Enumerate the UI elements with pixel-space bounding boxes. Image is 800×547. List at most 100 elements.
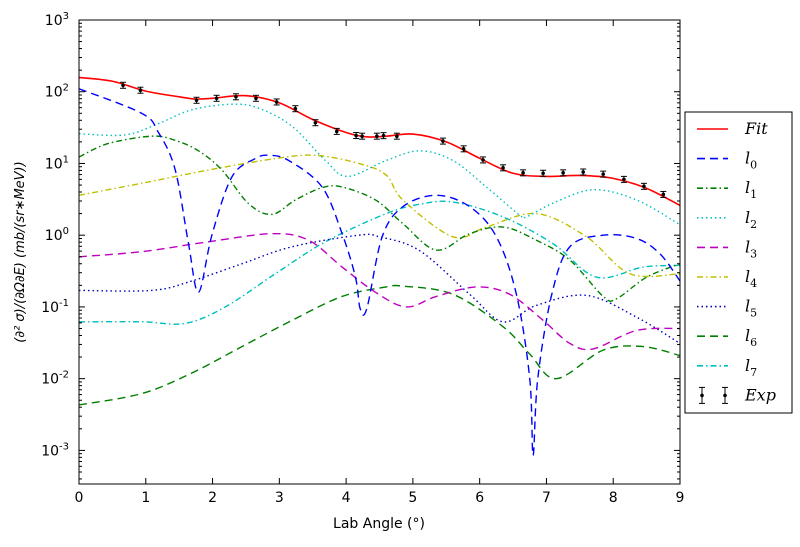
legend-label: l3	[745, 237, 757, 260]
legend-label: l7	[745, 356, 757, 379]
x-tick-label: 4	[342, 490, 351, 506]
y-tick-base: 10	[41, 300, 59, 316]
legend-label-name: Fit	[744, 119, 768, 138]
x-tick-label: 1	[141, 490, 150, 506]
exp-point	[312, 119, 319, 127]
exp-point	[660, 190, 667, 198]
legend-label-subscript: 4	[750, 277, 757, 290]
y-tick-base: 10	[45, 85, 63, 101]
exp-marker	[214, 96, 219, 101]
legend-label-subscript: 5	[750, 307, 757, 320]
y-tick-label: 10-2	[41, 370, 69, 388]
legend-box	[684, 111, 793, 414]
exp-marker	[581, 170, 585, 174]
legend-label-subscript: 6	[750, 336, 757, 349]
exp-point	[520, 169, 527, 177]
exp-point	[540, 169, 547, 177]
legend-label-name: l	[745, 326, 750, 345]
exp-point	[252, 94, 259, 102]
y-tick-base: 10	[41, 443, 59, 459]
x-tick-label: 6	[475, 490, 484, 506]
exp-marker	[234, 94, 238, 99]
legend-label: l0	[745, 149, 757, 172]
series-line-l2	[79, 103, 680, 226]
exp-point	[500, 164, 507, 172]
exp-point	[359, 132, 366, 140]
exp-marker	[360, 134, 364, 138]
series-line-fit	[79, 76, 680, 207]
series-line-l1	[79, 135, 680, 302]
exp-marker	[461, 147, 466, 151]
exp-point	[380, 132, 387, 140]
x-tick-label: 3	[275, 490, 284, 506]
legend-exp-marker	[723, 393, 727, 398]
exp-point	[480, 156, 487, 164]
series-line-l7	[79, 200, 680, 325]
exp-marker	[521, 171, 525, 175]
legend-item: l7	[697, 356, 757, 379]
exp-marker	[354, 133, 358, 138]
exp-marker	[481, 158, 485, 162]
series-line-l4	[79, 154, 680, 278]
exp-marker	[375, 134, 379, 138]
y-tick-exponent: 0	[63, 226, 69, 237]
exp-marker	[334, 129, 339, 134]
legend-label-subscript: 0	[750, 159, 757, 172]
legend-label-name: l	[745, 149, 750, 168]
y-tick-base: 10	[45, 228, 63, 244]
exp-point	[273, 98, 280, 106]
exp-point	[439, 137, 446, 145]
legend-item: l4	[697, 267, 757, 290]
y-tick-base: 10	[41, 372, 59, 388]
y-tick-label: 10-3	[41, 441, 69, 459]
exp-marker	[541, 171, 545, 176]
series-line-l3	[79, 232, 680, 351]
exp-point	[353, 132, 360, 140]
y-tick-exponent: -1	[59, 298, 69, 309]
exp-marker	[501, 166, 505, 170]
y-axis-title: (∂² σ)/(∂Ω∂E) (mb/(sr∗MeV))	[13, 161, 28, 342]
series-line-l5	[79, 233, 680, 345]
legend-item: l3	[697, 237, 757, 260]
legend-item: l0	[697, 149, 757, 172]
legend-label-subscript: 3	[750, 247, 757, 260]
exp-point	[600, 170, 607, 178]
legend-label: l4	[745, 267, 757, 290]
legend-label: Fit	[744, 119, 768, 138]
exp-marker	[293, 106, 298, 111]
exp-point	[137, 86, 144, 94]
exp-point	[560, 169, 567, 177]
exp-marker	[661, 192, 666, 197]
exp-point	[393, 132, 400, 140]
x-tick-label: 8	[609, 490, 618, 506]
legend-label-name: l	[745, 237, 750, 256]
exp-marker	[138, 88, 143, 93]
y-tick-base: 10	[45, 156, 63, 172]
exp-marker	[254, 96, 258, 101]
exp-point	[620, 175, 627, 183]
legend-label: Exp	[744, 385, 776, 404]
exp-marker	[274, 100, 279, 104]
exp-marker	[441, 139, 445, 143]
exp-marker	[194, 98, 199, 103]
axis-ticks	[78, 19, 681, 484]
x-tick-label: 7	[542, 490, 551, 506]
legend-label: l6	[745, 326, 757, 349]
y-tick-exponent: 2	[63, 83, 69, 94]
exp-point	[292, 105, 299, 113]
series-line-l0	[79, 88, 680, 457]
exp-point	[373, 132, 380, 140]
plot-frame	[78, 19, 681, 485]
legend-label-name: l	[745, 297, 750, 316]
legend-label-subscript: 7	[750, 366, 757, 379]
legend-label-name: l	[745, 208, 750, 227]
exp-marker	[622, 177, 626, 182]
legend-item: Exp	[699, 385, 776, 404]
legend-label-name: l	[745, 178, 750, 197]
exp-marker	[395, 134, 399, 138]
exp-marker	[561, 171, 565, 175]
x-axis-title: Lab Angle (°)	[333, 516, 425, 532]
